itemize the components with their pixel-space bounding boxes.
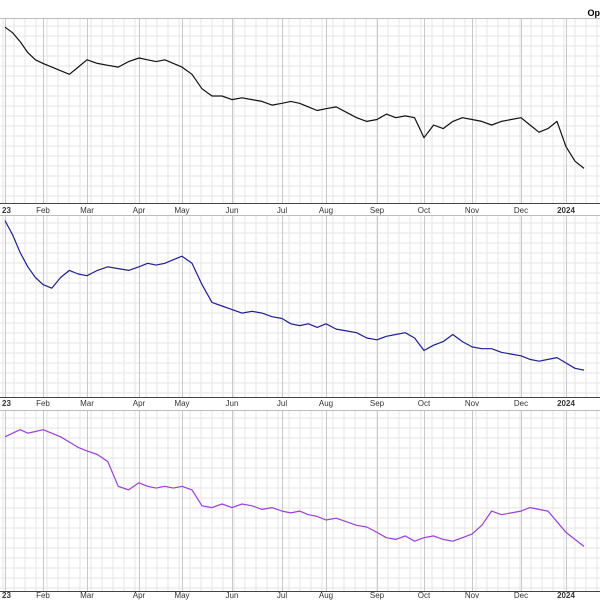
- x-tick-label: Sep: [370, 591, 385, 600]
- x-tick-label: Dec: [514, 591, 528, 600]
- x-tick-label: Dec: [514, 206, 528, 215]
- x-tick-label: 23: [2, 399, 11, 408]
- x-tick-label: Nov: [465, 206, 479, 215]
- x-tick-label: Apr: [133, 591, 146, 600]
- chart-panel-1: 23 Feb Mar Apr May Jun Jul Aug Sep Oct Nov Dec 2024: [0, 18, 600, 215]
- x-tick-label: May: [174, 399, 189, 408]
- series-line-panel-3: [4, 429, 585, 547]
- chart-panel-2: 23 Feb Mar Apr May Jun Jul Aug Sep Oct Nov Dec 2024: [0, 215, 600, 408]
- x-tick-label: Aug: [319, 206, 333, 215]
- x-tick-label: May: [174, 206, 189, 215]
- x-tick-label: Feb: [36, 399, 50, 408]
- x-tick-label: 2024: [557, 399, 575, 408]
- x-tick-label: Jul: [277, 591, 287, 600]
- x-tick-label: Jun: [226, 591, 239, 600]
- x-tick-label: Sep: [370, 206, 385, 215]
- x-tick-label: 23: [2, 206, 11, 215]
- x-tick-label: Oct: [418, 206, 431, 215]
- x-tick-label: Aug: [319, 591, 333, 600]
- x-tick-label: 23: [2, 591, 11, 600]
- x-tick-label: Sep: [370, 399, 385, 408]
- x-tick-label: Dec: [514, 399, 528, 408]
- top-right-label: Op: [587, 8, 600, 18]
- x-tick-label: Nov: [465, 591, 479, 600]
- x-tick-label: Feb: [36, 591, 50, 600]
- x-tick-label: Apr: [133, 206, 146, 215]
- chart-panel-3: 23 Feb Mar Apr May Jun Jul Aug Sep Oct Nov Dec 2024: [0, 410, 600, 600]
- x-tick-label: Jul: [277, 399, 287, 408]
- x-tick-label: Aug: [319, 399, 333, 408]
- x-tick-label: May: [174, 591, 189, 600]
- series-line-panel-2: [4, 220, 585, 371]
- x-tick-label: 2024: [557, 591, 575, 600]
- x-tick-label: Oct: [418, 399, 431, 408]
- series-line-panel-1: [4, 26, 585, 169]
- x-tick-label: Nov: [465, 399, 479, 408]
- x-tick-label: Mar: [80, 399, 94, 408]
- x-tick-label: Jun: [226, 206, 239, 215]
- x-tick-label: Apr: [133, 399, 146, 408]
- x-tick-label: Mar: [80, 206, 94, 215]
- x-tick-label: Oct: [418, 591, 431, 600]
- x-tick-label: Mar: [80, 591, 94, 600]
- x-tick-label: Feb: [36, 206, 50, 215]
- x-tick-label: Jul: [277, 206, 287, 215]
- x-tick-label: 2024: [557, 206, 575, 215]
- x-tick-label: Jun: [226, 399, 239, 408]
